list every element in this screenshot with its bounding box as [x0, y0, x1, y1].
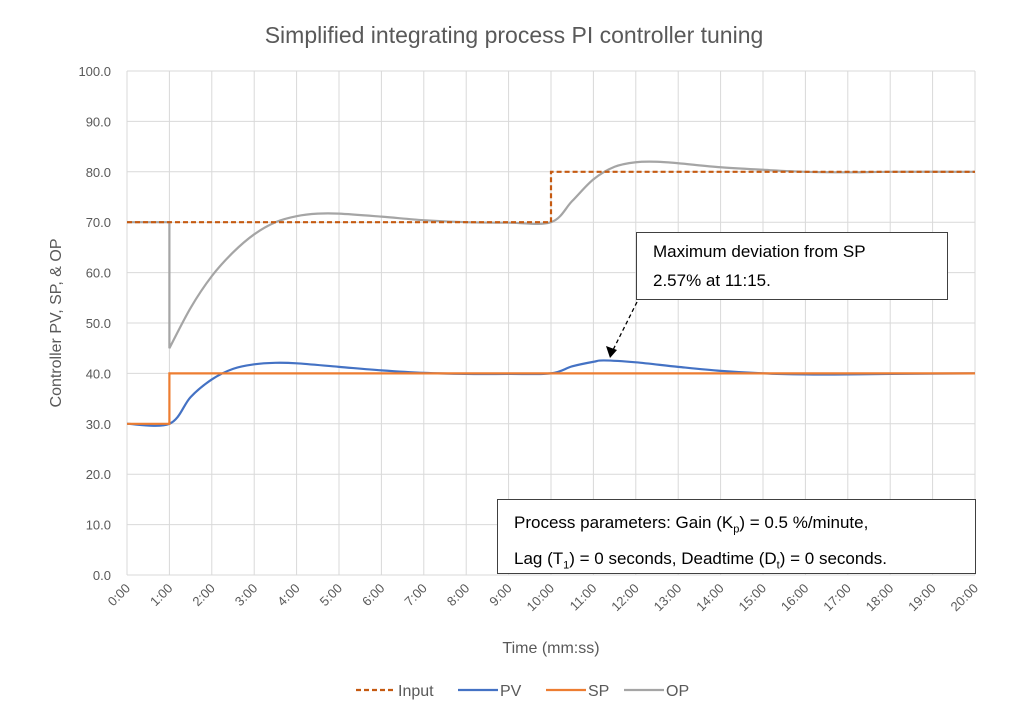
x-tick-label: 8:00 — [444, 581, 473, 610]
x-tick-label: 12:00 — [608, 581, 642, 615]
x-tick-label: 13:00 — [651, 581, 685, 615]
x-tick-label: 7:00 — [401, 581, 430, 610]
y-tick-label: 80.0 — [86, 165, 111, 180]
legend-label-pv: PV — [500, 683, 522, 700]
annotation-arrow — [611, 301, 638, 353]
y-tick-label: 90.0 — [86, 114, 111, 129]
chart-title: Simplified integrating process PI contro… — [265, 22, 764, 48]
x-tick-label: 5:00 — [317, 581, 346, 610]
y-tick-label: 20.0 — [86, 467, 111, 482]
y-axis-ticks: 0.0 10.0 20.0 30.0 40.0 50.0 60.0 70.0 80.0 90.0 1… — [78, 64, 111, 583]
params-text: ) = 0.5 %/minute, — [739, 513, 869, 532]
params-text: Lag (T — [514, 549, 564, 569]
y-tick-label: 100.0 — [78, 64, 111, 79]
x-axis-label: Time (mm:ss) — [502, 640, 599, 657]
params-sub: p — [733, 523, 740, 536]
legend: Input PV SP OP — [356, 683, 689, 700]
x-tick-label: 10:00 — [524, 581, 558, 615]
y-tick-label: 30.0 — [86, 417, 111, 432]
x-tick-label: 19:00 — [905, 581, 939, 615]
series-lines — [126, 160, 976, 427]
x-tick-label: 15:00 — [736, 581, 770, 615]
x-tick-label: 1:00 — [147, 581, 176, 610]
x-tick-label: 17:00 — [820, 581, 854, 615]
params-text: ) = 0 seconds, Deadtime (D — [569, 549, 777, 569]
x-axis-ticks: 0:00 1:00 2:00 3:00 4:00 5:00 6:00 7:00 8:00 9:00… — [105, 581, 982, 615]
x-tick-label: 16:00 — [778, 581, 812, 615]
params-sub: t — [776, 559, 780, 572]
x-tick-label: 2:00 — [189, 581, 218, 610]
x-tick-label: 4:00 — [274, 581, 303, 610]
max-deviation-annotation: Maximum deviation from SP 2.57% at 11:15… — [636, 232, 948, 300]
y-tick-label: 50.0 — [86, 316, 111, 331]
params-text: ) = 0 seconds. — [779, 549, 887, 569]
annotation-line-1: Maximum deviation from SP — [653, 242, 866, 261]
y-tick-label: 10.0 — [86, 518, 111, 533]
x-tick-label: 9:00 — [486, 581, 515, 610]
process-parameters-annotation: Process parameters: Gain (Kp) = 0.5 %/mi… — [497, 499, 976, 574]
y-tick-label: 0.0 — [93, 568, 111, 583]
params-text: Process parameters: Gain (K — [514, 513, 734, 532]
legend-label-sp: SP — [588, 683, 609, 700]
x-tick-label: 11:00 — [567, 581, 600, 614]
x-tick-label: 3:00 — [232, 581, 261, 610]
x-tick-label: 14:00 — [693, 581, 727, 615]
y-tick-label: 70.0 — [86, 215, 111, 230]
arrow-head-icon — [606, 346, 617, 358]
params-line-2: Lag (T1) = 0 seconds, Deadtime (Dt) = 0 … — [514, 544, 975, 580]
legend-label-input: Input — [398, 683, 434, 700]
legend-label-op: OP — [666, 683, 689, 700]
params-sub: 1 — [563, 559, 570, 572]
y-axis-label: Controller PV, SP, & OP — [48, 239, 65, 408]
x-tick-label: 6:00 — [359, 581, 388, 610]
y-tick-label: 60.0 — [86, 266, 111, 281]
series-line-input — [127, 170, 975, 224]
x-tick-label: 0:00 — [105, 581, 134, 610]
x-tick-label: 20:00 — [948, 581, 982, 615]
series-line-sp — [127, 372, 975, 425]
series-line-op — [127, 160, 976, 349]
x-tick-label: 18:00 — [863, 581, 897, 615]
params-line-1: Process parameters: Gain (Kp) = 0.5 %/mi… — [514, 508, 975, 544]
annotation-line-2: 2.57% at 11:15. — [653, 271, 771, 290]
y-tick-label: 40.0 — [86, 366, 111, 381]
